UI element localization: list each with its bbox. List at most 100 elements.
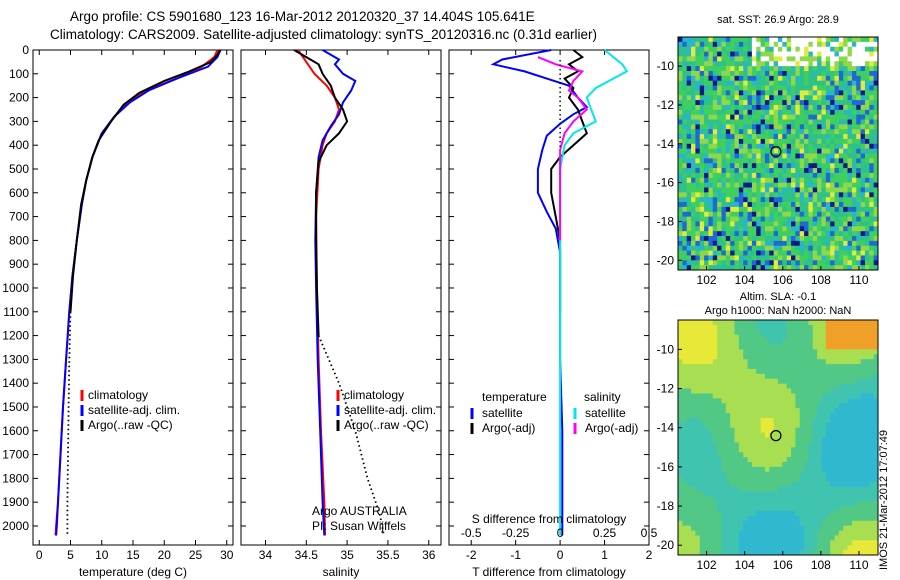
map-cell bbox=[856, 158, 862, 164]
map-cell bbox=[821, 378, 827, 385]
map-cell bbox=[691, 344, 696, 350]
map-cell bbox=[682, 457, 688, 463]
map-cell bbox=[778, 324, 783, 331]
map-cell bbox=[856, 148, 862, 154]
map-cell bbox=[773, 124, 779, 130]
map-cell bbox=[825, 540, 831, 546]
map-cell bbox=[743, 104, 749, 111]
map-cell bbox=[756, 408, 762, 414]
map-cell bbox=[856, 61, 862, 67]
map-cell bbox=[730, 349, 736, 355]
map-cell bbox=[725, 324, 731, 331]
map-cell bbox=[812, 334, 818, 341]
map-cell bbox=[712, 535, 718, 541]
map-cell bbox=[773, 216, 779, 222]
map-cell bbox=[864, 388, 870, 394]
map-cell bbox=[856, 320, 862, 326]
map-cell bbox=[764, 393, 770, 399]
map-cell bbox=[830, 442, 836, 448]
map-cell bbox=[751, 37, 757, 43]
map-cell bbox=[856, 255, 862, 261]
map-cell bbox=[773, 496, 779, 502]
map-cell bbox=[747, 134, 753, 140]
map-cell bbox=[734, 506, 740, 512]
map-cell bbox=[725, 515, 731, 522]
map-cell bbox=[712, 320, 718, 326]
map-cell bbox=[756, 250, 762, 256]
map-cell bbox=[712, 143, 718, 150]
map-cell bbox=[678, 70, 683, 77]
map-cell bbox=[834, 236, 840, 242]
map-cell bbox=[821, 61, 827, 67]
map-cell bbox=[699, 37, 705, 43]
map-cell bbox=[795, 506, 801, 512]
map-cell bbox=[747, 442, 753, 448]
map-cell bbox=[738, 95, 744, 101]
map-cell bbox=[725, 56, 731, 62]
map-cell bbox=[773, 545, 779, 551]
map-cell bbox=[791, 354, 796, 360]
map-cell bbox=[760, 491, 766, 497]
map-cell bbox=[812, 211, 818, 218]
map-cell bbox=[730, 260, 736, 266]
map-cell bbox=[730, 334, 736, 341]
map-cell bbox=[791, 153, 796, 159]
map-cell bbox=[817, 408, 822, 414]
map-cell bbox=[808, 85, 814, 91]
map-cell bbox=[699, 153, 705, 159]
map-cell bbox=[812, 109, 818, 116]
map-cell bbox=[804, 148, 809, 154]
map-cell bbox=[808, 158, 814, 164]
map-cell bbox=[730, 491, 736, 497]
map-cell bbox=[834, 506, 840, 512]
map-cell bbox=[699, 221, 705, 227]
map-cell bbox=[769, 119, 775, 125]
map-cell bbox=[791, 221, 796, 227]
map-cell bbox=[704, 260, 709, 266]
map-cell bbox=[817, 520, 822, 527]
map-cell bbox=[704, 109, 709, 116]
map-cell bbox=[725, 383, 731, 390]
map-cell bbox=[704, 37, 709, 43]
map-cell bbox=[782, 129, 788, 135]
map-cell bbox=[864, 163, 870, 169]
map-cell bbox=[678, 437, 683, 443]
map-cell bbox=[821, 51, 827, 57]
map-cell bbox=[821, 398, 827, 404]
map-cell bbox=[808, 236, 814, 242]
map-cell bbox=[786, 95, 792, 101]
map-cell bbox=[760, 452, 766, 458]
map-cell bbox=[860, 408, 866, 414]
map-cell bbox=[764, 163, 770, 169]
map-cell bbox=[812, 506, 818, 512]
map-cell bbox=[695, 148, 701, 154]
map-cell bbox=[686, 442, 692, 448]
map-cell bbox=[695, 109, 701, 116]
map-cell bbox=[817, 324, 822, 331]
salinity-diff-tick-label: -0.25 bbox=[502, 526, 530, 540]
map-cell bbox=[712, 432, 718, 438]
map-cell bbox=[825, 486, 831, 492]
map-cell bbox=[847, 447, 853, 453]
map-cell bbox=[873, 550, 879, 556]
map-cell bbox=[730, 138, 736, 145]
map-cell bbox=[804, 172, 809, 179]
map-cell bbox=[725, 550, 731, 556]
map-cell bbox=[838, 75, 844, 82]
map-cell bbox=[682, 236, 688, 242]
map-cell bbox=[747, 260, 753, 266]
map-cell bbox=[717, 231, 722, 237]
map-cell bbox=[791, 481, 796, 487]
map-cell bbox=[834, 51, 840, 57]
map-cell bbox=[817, 466, 822, 473]
map-cell bbox=[830, 550, 836, 556]
map-cell bbox=[817, 437, 822, 443]
map-cell bbox=[864, 255, 870, 261]
map-cell bbox=[769, 168, 775, 174]
map-cell bbox=[804, 85, 809, 91]
map-cell bbox=[751, 461, 757, 468]
map-cell bbox=[825, 114, 831, 121]
map-cell bbox=[695, 530, 701, 536]
map-cell bbox=[843, 46, 849, 53]
map-cell bbox=[847, 324, 853, 331]
